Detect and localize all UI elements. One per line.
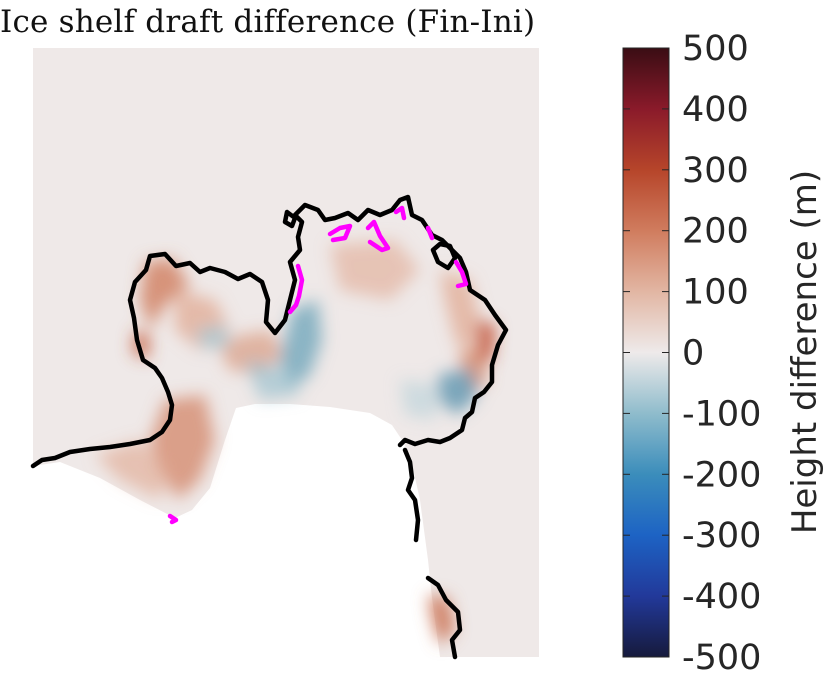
negative-anomaly	[195, 325, 230, 350]
coastline-contour	[430, 241, 458, 271]
magenta-contour	[393, 205, 407, 221]
coastline-contour	[30, 194, 509, 469]
no-data-region	[33, 404, 440, 657]
positive-anomaly	[140, 258, 190, 330]
colorbar-tick-label: -200	[682, 455, 761, 495]
magenta-contour	[425, 225, 435, 241]
coastline-contour	[282, 209, 298, 229]
chart-title: Ice shelf draft difference (Fin-Ini)	[0, 4, 536, 40]
magenta-contour	[365, 219, 391, 253]
positive-anomaly	[95, 440, 170, 500]
colorbar-ticks: 500 400 300 200 100 0 -100 -200 -300 -400 -500	[623, 29, 761, 675]
colorbar-tick-label: 200	[682, 212, 749, 252]
colorbar-title: Height difference (m)	[785, 170, 825, 534]
coastline-contour	[425, 575, 463, 660]
grounding-line	[30, 194, 509, 660]
positive-anomaly	[330, 240, 420, 300]
colorbar-tick-label: 400	[682, 90, 749, 130]
colorbar: 500 400 300 200 100 0 -100 -200 -300 -400 -500 Hei…	[622, 29, 825, 675]
colorbar-tick-label: -300	[682, 516, 761, 556]
negative-anomaly	[280, 300, 322, 390]
colorbar-tick-label: -400	[682, 577, 761, 617]
colorbar-tick-label: 0	[682, 334, 704, 374]
colorbar-tick-label: -100	[682, 394, 761, 434]
highlight-contours	[167, 205, 469, 525]
map-panel	[30, 48, 539, 660]
colorbar-tick-label: 500	[682, 29, 749, 69]
magenta-contour	[453, 259, 469, 289]
positive-anomaly	[458, 350, 488, 395]
negative-anomaly	[245, 360, 300, 400]
negative-anomaly	[400, 380, 440, 420]
colorbar-tick-label: 300	[682, 151, 749, 191]
colorbar-ramp	[623, 48, 669, 657]
magenta-contour	[287, 263, 305, 315]
magenta-contour	[327, 223, 353, 243]
negative-anomaly	[438, 368, 478, 415]
positive-anomaly	[478, 320, 495, 365]
colorbar-tick-label: -500	[682, 638, 761, 675]
anomaly-field	[95, 240, 495, 645]
magenta-contour	[167, 513, 179, 525]
positive-anomaly	[428, 595, 455, 645]
coastline-contour	[402, 447, 421, 543]
positive-anomaly	[215, 330, 285, 375]
colorbar-tick-label: 100	[682, 273, 749, 313]
